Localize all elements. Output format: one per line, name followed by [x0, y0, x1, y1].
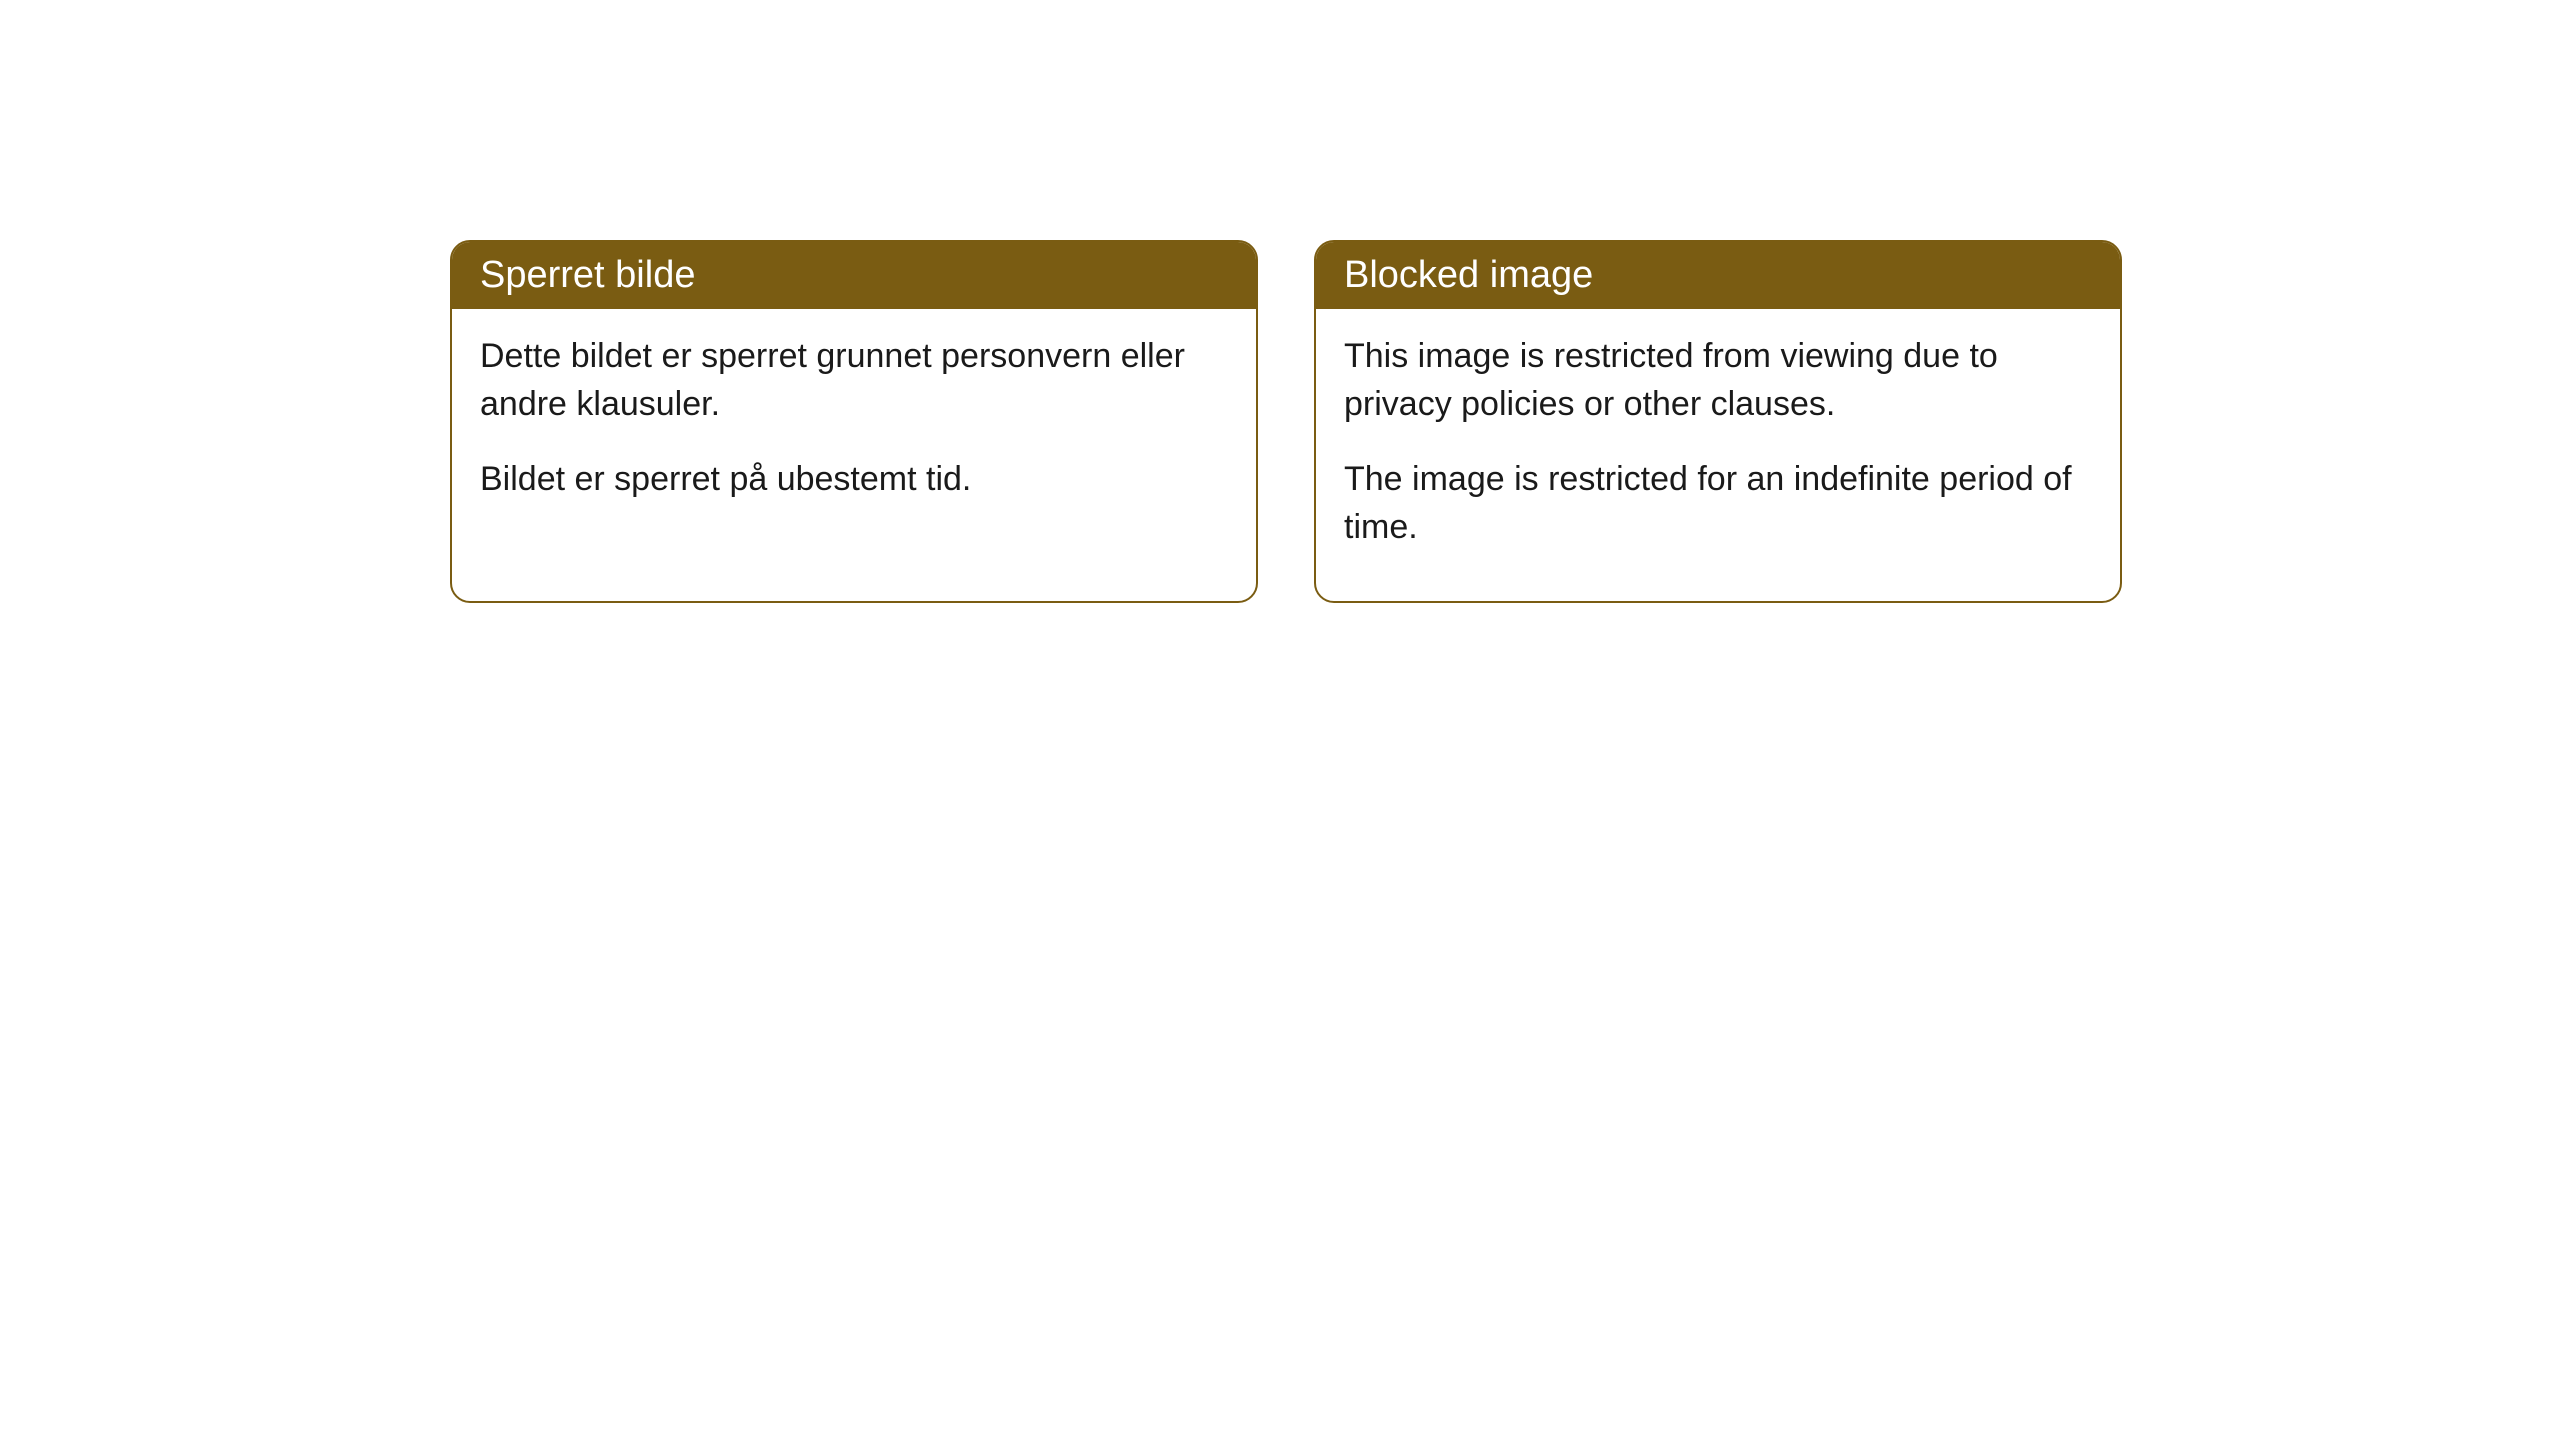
card-paragraph-2-norwegian: Bildet er sperret på ubestemt tid.	[480, 456, 1228, 504]
card-title-english: Blocked image	[1316, 242, 2120, 309]
blocked-image-card-norwegian: Sperret bilde Dette bildet er sperret gr…	[450, 240, 1258, 603]
card-paragraph-1-norwegian: Dette bildet er sperret grunnet personve…	[480, 333, 1228, 428]
blocked-image-card-english: Blocked image This image is restricted f…	[1314, 240, 2122, 603]
card-title-norwegian: Sperret bilde	[452, 242, 1256, 309]
card-body-norwegian: Dette bildet er sperret grunnet personve…	[452, 309, 1256, 554]
card-paragraph-2-english: The image is restricted for an indefinit…	[1344, 456, 2092, 551]
notice-container: Sperret bilde Dette bildet er sperret gr…	[0, 0, 2560, 603]
card-paragraph-1-english: This image is restricted from viewing du…	[1344, 333, 2092, 428]
card-body-english: This image is restricted from viewing du…	[1316, 309, 2120, 601]
